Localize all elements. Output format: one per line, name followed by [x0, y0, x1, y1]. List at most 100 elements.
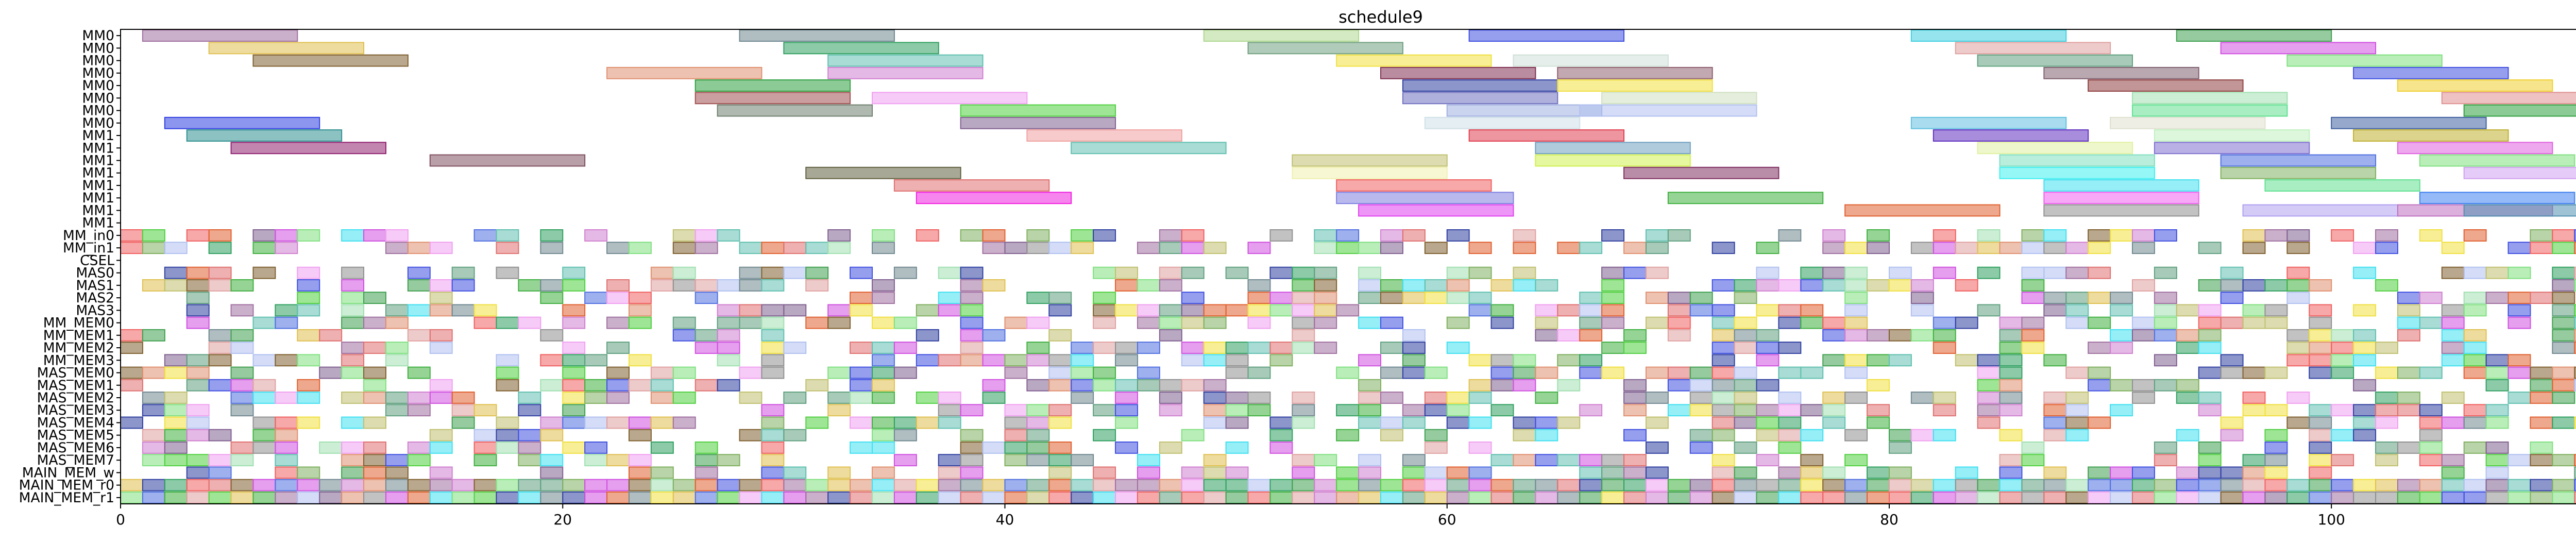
- gantt-bar: [1137, 242, 1160, 254]
- gantt-bar: [2397, 442, 2420, 454]
- gantt-bar: [1004, 416, 1028, 429]
- gantt-bar: [1225, 466, 1249, 479]
- gantt-bar: [893, 429, 917, 442]
- gantt-bar: [1535, 154, 1691, 167]
- gantt-bar: [473, 229, 497, 242]
- gantt-bar: [496, 379, 519, 392]
- gantt-bar: [1314, 279, 1337, 292]
- gantt-bar: [783, 342, 807, 354]
- gantt-bar: [540, 329, 564, 342]
- gantt-bar: [208, 279, 232, 292]
- gantt-bar: [916, 491, 939, 504]
- gantt-bar: [1159, 279, 1182, 292]
- gantt-bar: [1292, 304, 1315, 317]
- gantt-bar: [916, 479, 939, 491]
- gantt-bar: [2088, 416, 2111, 429]
- gantt-bar: [2132, 379, 2155, 392]
- gantt-bar: [186, 479, 210, 491]
- gantt-bar: [186, 454, 210, 467]
- gantt-bar: [2043, 192, 2199, 205]
- gantt-bar: [672, 416, 696, 429]
- gantt-bar: [1689, 379, 1713, 392]
- gantt-bar: [1115, 491, 1138, 504]
- gantt-bar: [1093, 466, 1116, 479]
- gantt-bar: [2552, 454, 2575, 467]
- gantt-bar: [1137, 342, 1160, 354]
- gantt-bar: [1667, 192, 1824, 205]
- gantt-bar: [1203, 29, 1360, 42]
- gantt-bar: [938, 454, 961, 467]
- gantt-bar: [2463, 404, 2487, 417]
- gantt-bar: [1822, 316, 1846, 329]
- gantt-bar: [916, 329, 939, 342]
- gantt-bar: [2242, 316, 2266, 329]
- gantt-bar: [1977, 304, 2001, 317]
- gantt-bar: [1424, 442, 1448, 454]
- gantt-bar: [496, 416, 519, 429]
- gantt-bar: [628, 316, 652, 329]
- gantt-bar: [1247, 342, 1271, 354]
- gantt-bar: [1513, 54, 1669, 67]
- gantt-bar: [2331, 429, 2354, 442]
- gantt-bar: [1513, 454, 1536, 467]
- gantt-bar: [2485, 292, 2509, 304]
- gantt-bar: [1468, 491, 1492, 504]
- gantt-bar: [1711, 304, 1735, 317]
- gantt-bar: [1645, 392, 1669, 404]
- gantt-bar: [1269, 416, 1293, 429]
- y-tick-label: MAS_MEM1: [37, 378, 114, 394]
- gantt-bar: [1513, 279, 1536, 292]
- gantt-bar: [1093, 379, 1116, 392]
- gantt-bar: [2485, 491, 2509, 504]
- gantt-bar: [2198, 242, 2222, 254]
- gantt-bar: [2463, 366, 2487, 379]
- gantt-bar: [628, 454, 652, 467]
- gantt-bar: [1999, 429, 2023, 442]
- gantt-bar: [1048, 242, 1072, 254]
- gantt-bar: [341, 279, 365, 292]
- gantt-bar: [2463, 204, 2576, 217]
- gantt-bar: [960, 104, 1116, 117]
- gantt-bar: [1093, 404, 1116, 417]
- gantt-bar: [2463, 104, 2576, 117]
- x-tick-label: 60: [1438, 511, 1456, 528]
- gantt-bar: [606, 454, 630, 467]
- gantt-bar: [252, 242, 276, 254]
- gantt-bar: [341, 316, 365, 329]
- gantt-bar: [208, 479, 232, 491]
- gantt-bar: [805, 266, 829, 279]
- gantt-bar: [1424, 392, 1448, 404]
- gantt-bar: [1513, 479, 1536, 491]
- gantt-bar: [2441, 454, 2465, 467]
- gantt-bar: [1557, 354, 1581, 367]
- gantt-bar: [363, 292, 386, 304]
- gantt-bar: [186, 366, 210, 379]
- gantt-bar: [2441, 479, 2465, 491]
- gantt-bar: [341, 366, 365, 379]
- gantt-bar: [717, 229, 740, 242]
- gantt-bar: [297, 304, 320, 317]
- gantt-bar: [805, 479, 829, 491]
- gantt-bar: [717, 379, 740, 392]
- gantt-bar: [1711, 242, 1735, 254]
- gantt-bar: [1689, 304, 1713, 317]
- gantt-bar: [628, 354, 652, 367]
- gantt-bar: [1867, 466, 1890, 479]
- gantt-bar: [363, 392, 386, 404]
- gantt-bar: [1623, 266, 1647, 279]
- gantt-bar: [1225, 342, 1249, 354]
- gantt-bar: [1535, 479, 1558, 491]
- gantt-bar: [2198, 329, 2222, 342]
- gantt-bar: [2552, 316, 2575, 329]
- gantt-bar: [2530, 379, 2553, 392]
- gantt-bar: [1756, 354, 1780, 367]
- gantt-bar: [960, 229, 984, 242]
- gantt-bar: [341, 292, 365, 304]
- gantt-bar: [1490, 354, 1514, 367]
- gantt-bar: [1380, 491, 1403, 504]
- gantt-bar: [1358, 454, 1381, 467]
- gantt-bar: [2154, 316, 2177, 329]
- gantt-bar: [1513, 379, 1536, 392]
- gantt-bar: [1071, 229, 1094, 242]
- gantt-bar: [164, 354, 188, 367]
